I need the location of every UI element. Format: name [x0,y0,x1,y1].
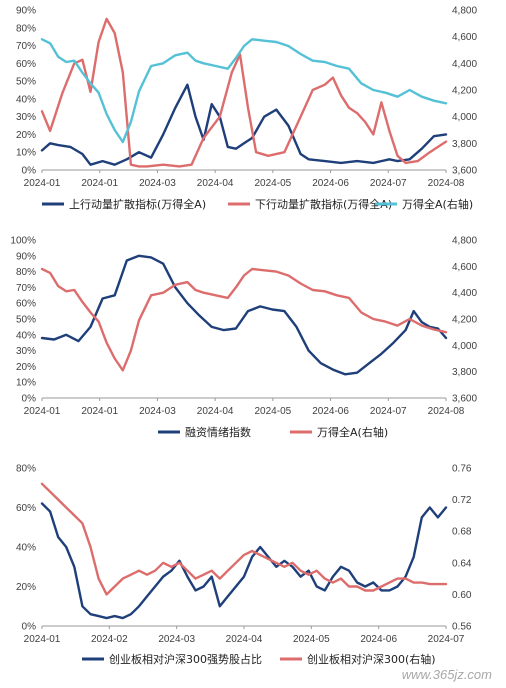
x-tick-label: 2024-02 [91,634,128,645]
x-tick-label: 2024-08 [428,178,465,189]
y-right-tick-label: 4,800 [452,6,477,17]
y-left-tick-label: 60% [16,299,36,310]
y-right-tick-label: 0.64 [452,558,472,569]
legend-label-2: 创业板相对沪深300(右轴) [307,652,436,666]
legend-label-2: 下行动量扩散指标(万得全A) [255,197,392,211]
x-tick-label: 2024-01 [81,178,118,189]
y-right-tick-label: 3,600 [452,394,477,405]
y-right-tick-label: 4,600 [452,32,477,43]
y-left-tick-label: 70% [16,41,36,52]
y-left-tick-label: 90% [16,251,36,262]
y-left-tick-label: 20% [16,582,36,593]
x-tick-label: 2024-03 [158,634,195,645]
chart-2: 0% 10% 20% 30% 40% 50% 60% 70% 80% 90% 100% 3,600 3,… [10,236,477,440]
x-tick-label: 2024-01 [24,634,61,645]
legend-label-2: 万得全A(右轴) [317,425,388,439]
series-line-1 [40,254,448,376]
x-tick-label: 2024-05 [255,406,292,417]
y-right-tick-label: 4,800 [452,236,477,247]
series-line-1 [40,83,448,166]
x-tick-label: 2024-04 [197,406,234,417]
y-left-tick-label: 30% [16,112,36,123]
y-left-tick-label: 10% [16,378,36,389]
y-right-tick-label: 3,800 [452,367,477,378]
y-left-tick-label: 30% [16,346,36,357]
y-left-tick-label: 0% [22,166,37,177]
y-right-tick-label: 4,200 [452,86,477,97]
y-left-tick-label: 40% [16,94,36,105]
y-left-tick-label: 40% [16,330,36,341]
x-tick-label: 2024-07 [370,406,407,417]
y-right-tick-label: 4,000 [452,341,477,352]
x-tick-label: 2024-04 [226,634,263,645]
x-tick-label: 2024-06 [312,178,349,189]
y-left-tick-label: 90% [16,6,36,17]
y-right-tick-label: 0.56 [452,622,472,633]
watermark: www.365jz.com [402,667,492,682]
y-left-tick-label: 40% [16,543,36,554]
x-tick-label: 2024-06 [360,634,397,645]
y-right-tick-label: 4,200 [452,315,477,326]
series-line-1 [40,502,448,620]
chart-3: 0% 20% 40% 60% 80% 0.56 0.60 0.64 0.68 0.72 0.76 20… [16,464,472,667]
y-left-tick-label: 60% [16,503,36,514]
series-line-3 [40,38,448,144]
x-tick-label: 2024-08 [428,406,465,417]
watermark-text: www.365jz.com [401,667,492,682]
y-left-tick-label: 10% [16,148,36,159]
y-left-tick-label: 60% [16,59,36,70]
legend-label-1: 融资情绪指数 [185,425,251,439]
y-left-tick-label: 80% [16,23,36,34]
series-line-2 [40,482,448,596]
x-tick-label: 2024-01 [24,178,61,189]
x-tick-label: 2024-07 [428,634,465,645]
y-right-tick-label: 0.60 [452,590,472,601]
x-tick-label: 2024-03 [139,178,176,189]
legend-label-1: 创业板相对沪深300强势股占比 [109,652,262,666]
y-right-tick-label: 3,600 [452,166,477,177]
y-left-tick-label: 80% [16,464,36,475]
y-right-tick-label: 0.72 [452,495,472,506]
y-left-tick-label: 50% [16,315,36,326]
x-tick-label: 2024-01 [24,406,61,417]
y-right-tick-label: 0.68 [452,527,472,538]
legend-label-3: 万得全A(右轴) [402,197,473,211]
x-tick-label: 2024-05 [255,178,292,189]
legend-label-1: 上行动量扩散指标(万得全A) [69,197,206,211]
y-left-tick-label: 0% [22,622,37,633]
x-tick-label: 2024-07 [370,178,407,189]
x-tick-label: 2024-03 [139,406,176,417]
chart-1: 0% 10% 20% 30% 40% 50% 60% 70% 80% 90% 3,600 3,800 4… [16,6,477,212]
y-left-tick-label: 0% [22,394,37,405]
y-right-tick-label: 4,400 [452,288,477,299]
series-line-2 [40,17,448,168]
y-right-tick-label: 4,600 [452,262,477,273]
y-left-tick-label: 70% [16,283,36,294]
y-left-tick-label: 80% [16,267,36,278]
y-right-tick-label: 4,400 [452,59,477,70]
x-tick-label: 2024-04 [197,178,234,189]
y-left-tick-label: 20% [16,362,36,373]
y-right-tick-label: 3,800 [452,139,477,150]
y-left-tick-label: 50% [16,77,36,88]
y-left-tick-label: 20% [16,130,36,141]
x-tick-label: 2024-05 [293,634,330,645]
x-tick-label: 2024-06 [312,406,349,417]
x-tick-label: 2024-01 [81,406,118,417]
y-right-tick-label: 0.76 [452,464,472,475]
series-line-2 [40,267,448,372]
y-left-tick-label: 100% [10,236,36,247]
y-right-tick-label: 4,000 [452,112,477,123]
